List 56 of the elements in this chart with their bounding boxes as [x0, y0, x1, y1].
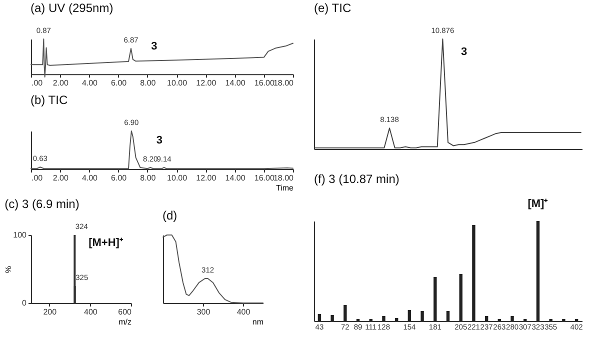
- bar: [484, 316, 488, 321]
- annotation: [M+H]⁺: [88, 237, 124, 250]
- x-tick-label: 14.00: [225, 78, 246, 88]
- x-tick-label: 300: [196, 308, 211, 316]
- x-tick-label: 16.00: [254, 78, 275, 88]
- annotation: 3: [461, 46, 468, 58]
- x-tick-label: .00: [32, 174, 44, 182]
- x-tick-label: 8.00: [140, 78, 156, 88]
- x-tick-label: 18.00: [273, 174, 294, 182]
- bar: [420, 311, 424, 321]
- x-tick-label: 18.00: [273, 78, 294, 88]
- x-tick-label: 12.00: [196, 78, 217, 88]
- y-axis-title: %: [4, 266, 14, 274]
- x-axis-title: nm: [252, 318, 264, 326]
- text: [M]⁺: [528, 198, 548, 210]
- x-tick-label: 14.00: [225, 174, 246, 182]
- x-tick-label: 2.00: [52, 78, 69, 88]
- x-tick-label: 16.00: [254, 174, 275, 182]
- annotation: 3: [156, 134, 162, 146]
- x-axis-title: m/z: [118, 318, 132, 326]
- y-tick-label: 0: [22, 298, 28, 308]
- bar: [510, 316, 514, 321]
- annotation: 3: [151, 40, 158, 53]
- x-tick-label: 10.00: [167, 174, 188, 182]
- chart-title: (f) 3 (10.87 min): [314, 172, 400, 186]
- x-tick-label: 600: [118, 308, 132, 316]
- x-tick-label: .00: [32, 78, 44, 88]
- x-tick-label: 4.00: [82, 78, 98, 88]
- bar: [434, 277, 437, 321]
- x-tick-label: 400: [84, 308, 98, 316]
- bar: [382, 316, 386, 321]
- x-tick-label: 6.00: [111, 174, 128, 182]
- x-tick-label: 10.00: [167, 78, 188, 88]
- bar: [408, 310, 412, 321]
- chart-title: (b) TIC: [30, 93, 68, 107]
- chart-title: (d): [162, 208, 178, 222]
- x-tick-label: 400: [236, 308, 251, 316]
- x-tick-label: 200: [43, 308, 58, 316]
- chart-title: (c) 3 (6.9 min): [4, 197, 80, 211]
- y-tick-label: 100: [13, 230, 28, 240]
- x-tick-label: 6.00: [111, 78, 128, 88]
- x-tick-label: 2.00: [52, 174, 69, 182]
- bar: [344, 305, 347, 321]
- x-tick-label: 12.00: [196, 174, 217, 182]
- bar: [472, 225, 476, 321]
- bar: [446, 311, 450, 321]
- chart-title: (a) UV (295nm): [30, 1, 114, 15]
- bar: [318, 314, 322, 321]
- x-axis-title: Time: [276, 184, 294, 192]
- bar: [330, 315, 334, 321]
- x-tick-label: 4.00: [82, 174, 98, 182]
- chart-title: (e) TIC: [314, 1, 352, 15]
- x-tick-label: 8.00: [140, 174, 156, 182]
- bar: [459, 274, 462, 321]
- bar: [536, 221, 540, 321]
- bar: [394, 318, 398, 321]
